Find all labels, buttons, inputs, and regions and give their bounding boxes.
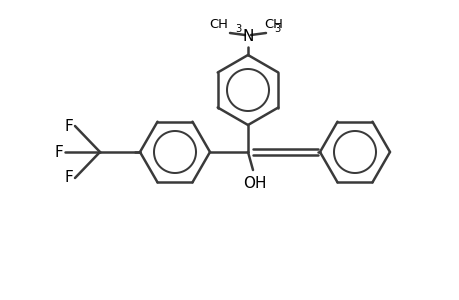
Text: F: F xyxy=(55,145,64,160)
Text: F: F xyxy=(65,170,73,185)
Text: N: N xyxy=(242,29,253,44)
Text: 3: 3 xyxy=(274,24,280,34)
Text: OH: OH xyxy=(243,176,266,191)
Text: CH: CH xyxy=(263,18,282,31)
Text: CH: CH xyxy=(209,18,228,31)
Text: F: F xyxy=(65,118,73,134)
Text: 3: 3 xyxy=(235,24,241,34)
